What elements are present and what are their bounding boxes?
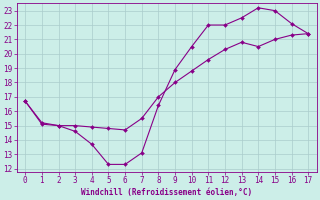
X-axis label: Windchill (Refroidissement éolien,°C): Windchill (Refroidissement éolien,°C) [81,188,252,197]
